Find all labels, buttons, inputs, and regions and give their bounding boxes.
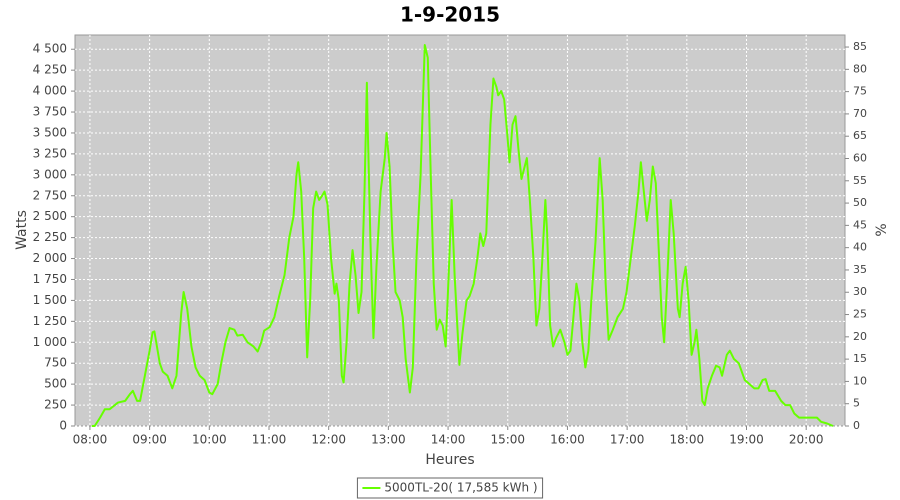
y2-tick-label: 30 <box>853 285 867 298</box>
y-tick-label: 4 500 <box>33 42 67 56</box>
y2-tick-label: 80 <box>853 62 867 75</box>
y2-tick-label: 40 <box>853 241 867 254</box>
plot-area <box>74 34 846 427</box>
y-tick-label: 750 <box>44 356 67 370</box>
x-tick-label: 17:00 <box>610 433 645 447</box>
x-tick-label: 09:00 <box>132 433 167 447</box>
y2-tick-label: 5 <box>853 397 860 410</box>
y-tick-label: 2 750 <box>33 188 67 202</box>
y-tick-label: 2 250 <box>33 230 67 244</box>
legend-label: 5000TL-20( 17,585 kWh ) <box>384 481 537 495</box>
y2-tick-label: 35 <box>853 263 867 276</box>
y-axis-label: Watts <box>14 210 30 250</box>
chart-title: 1-9-2015 <box>400 3 500 27</box>
y2-tick-label: 10 <box>853 374 867 387</box>
x-tick-label: 20:00 <box>789 433 824 447</box>
y-tick-label: 1 750 <box>33 272 67 286</box>
y-tick-label: 4 000 <box>33 84 67 98</box>
y2-tick-label: 15 <box>853 352 867 365</box>
legend: 5000TL-20( 17,585 kWh ) <box>356 477 544 499</box>
y2-tick-label: 20 <box>853 330 867 343</box>
series-line <box>91 44 834 427</box>
y-tick-label: 3 500 <box>33 125 67 139</box>
y2-tick-label: 55 <box>853 174 867 187</box>
x-tick-label: 11:00 <box>252 433 287 447</box>
x-tick-label: 16:00 <box>550 433 585 447</box>
y2-axis-label: % <box>874 223 890 236</box>
y2-tick-label: 0 <box>853 419 860 432</box>
x-tick-label: 19:00 <box>729 433 764 447</box>
y2-tick-label: 60 <box>853 151 867 164</box>
y2-tick-label: 70 <box>853 107 867 120</box>
x-tick-label: 12:00 <box>311 433 346 447</box>
x-tick-label: 14:00 <box>431 433 466 447</box>
y-tick-label: 1 250 <box>33 314 67 328</box>
y2-tick-label: 85 <box>853 40 867 53</box>
y2-tick-label: 75 <box>853 85 867 98</box>
x-tick-label: 08:00 <box>73 433 108 447</box>
y-tick-label: 500 <box>44 377 67 391</box>
y2-tick-label: 45 <box>853 218 867 231</box>
x-axis-label: Heures <box>425 452 474 468</box>
y-tick-label: 2 000 <box>33 251 67 265</box>
y-tick-label: 250 <box>44 398 67 412</box>
y-tick-label: 4 250 <box>33 63 67 77</box>
y-tick-label: 3 250 <box>33 146 67 160</box>
y2-tick-label: 50 <box>853 196 867 209</box>
y-tick-label: 1 500 <box>33 293 67 307</box>
x-tick-label: 18:00 <box>670 433 705 447</box>
y-tick-label: 0 <box>59 419 67 433</box>
x-tick-label: 10:00 <box>192 433 227 447</box>
legend-box <box>356 477 544 499</box>
y-tick-label: 3 750 <box>33 105 67 119</box>
y2-tick-label: 25 <box>853 308 867 321</box>
x-tick-label: 15:00 <box>490 433 525 447</box>
y2-tick-label: 65 <box>853 129 867 142</box>
y-tick-label: 2 500 <box>33 209 67 223</box>
y-tick-label: 1 000 <box>33 335 67 349</box>
x-tick-label: 13:00 <box>371 433 406 447</box>
y-tick-label: 3 000 <box>33 167 67 181</box>
